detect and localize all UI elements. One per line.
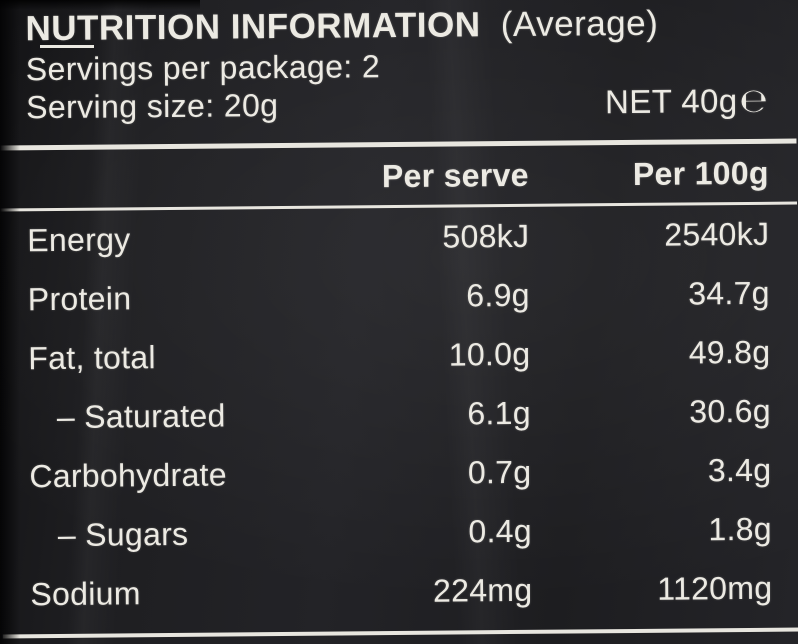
per-serve-value: 224mg (432, 571, 533, 609)
divider-bottom (2, 627, 798, 639)
title-underline-decoration (40, 45, 94, 48)
table-row: Sodium 224mg 1120mg (30, 559, 772, 624)
per-100g-value: 2540kJ (664, 215, 770, 253)
per-100g-value: 30.6g (689, 392, 771, 430)
table-row: – Saturated 6.1g 30.6g (29, 382, 771, 447)
nutrient-label: Protein (27, 280, 132, 318)
nutrient-table: Energy 508kJ 2540kJ Protein 6.9g 34.7g F… (27, 205, 773, 624)
nutrient-label: – Sugars (57, 515, 189, 553)
per-serve-value: 508kJ (442, 217, 530, 255)
net-weight: NET 40g℮ (604, 80, 769, 121)
column-header-per-serve: Per serve (381, 156, 529, 194)
nutrient-label: Carbohydrate (29, 456, 228, 495)
column-header-per-100g: Per 100g (632, 154, 769, 192)
panel-title: NUTRITION INFORMATION (Average) (25, 0, 767, 51)
serving-size: Serving size: 20g (25, 87, 279, 126)
nutrient-label: – Saturated (56, 397, 226, 435)
panel-title-average: (Average) (500, 3, 659, 45)
per-100g-value: 34.7g (688, 274, 770, 312)
per-100g-value: 3.4g (707, 451, 772, 489)
nutrient-label: Fat, total (28, 339, 156, 377)
estimated-sign: ℮ (739, 80, 769, 121)
per-100g-value: 49.8g (688, 333, 771, 371)
table-header: Per serve Per 100g (27, 144, 769, 208)
table-row: Carbohydrate 0.7g 3.4g (29, 441, 771, 506)
table-row: Energy 508kJ 2540kJ (27, 205, 769, 270)
servings-per-package: Servings per package: 2 (25, 48, 381, 88)
per-serve-value: 6.1g (467, 394, 531, 432)
table-row: Fat, total 10.0g 49.8g (28, 323, 770, 388)
per-serve-value: 0.7g (467, 453, 532, 491)
table-row: – Sugars 0.4g 1.8g (30, 500, 772, 565)
per-serve-value: 10.0g (448, 335, 531, 373)
serving-size-row: Serving size: 20g NET 40g℮ (25, 80, 769, 126)
nutrient-label: Energy (27, 221, 131, 259)
nutrient-label: Sodium (30, 575, 141, 613)
header-spacer (27, 177, 314, 180)
per-100g-value: 1.8g (708, 510, 773, 548)
per-serve-value: 6.9g (466, 276, 530, 314)
net-weight-text: NET 40g (604, 82, 738, 121)
panel-title-text: NUTRITION INFORMATION (25, 5, 481, 49)
per-serve-value: 0.4g (468, 512, 533, 550)
table-row: Protein 6.9g 34.7g (28, 264, 770, 329)
per-100g-value: 1120mg (657, 569, 773, 607)
